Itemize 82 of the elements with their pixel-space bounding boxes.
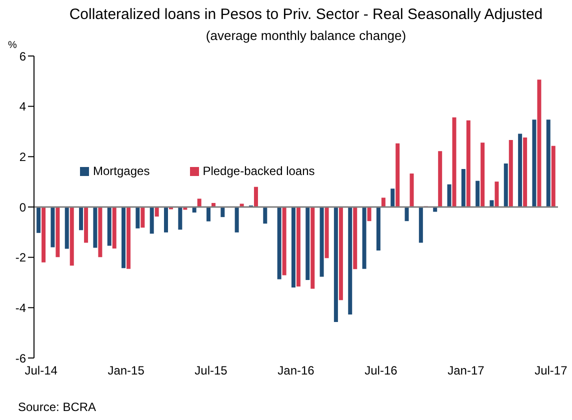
- bar: [277, 207, 282, 280]
- bar: [70, 207, 74, 266]
- bar: [508, 140, 513, 207]
- chart-subtitle: (average monthly balance change): [204, 28, 408, 43]
- bar: [93, 207, 98, 248]
- bar: [418, 207, 423, 243]
- bar: [338, 207, 343, 300]
- x-tick-label: Jul-14: [24, 364, 58, 378]
- x-tick-label: Jan-16: [278, 364, 315, 378]
- bar: [466, 120, 470, 207]
- bar: [452, 117, 456, 207]
- bar: [50, 207, 55, 248]
- bar: [532, 120, 536, 207]
- bar: [362, 207, 366, 269]
- bar: [523, 138, 528, 207]
- bar: [150, 207, 154, 234]
- bar: [390, 188, 395, 207]
- y-tick-label: 4: [19, 100, 26, 114]
- bar: [112, 207, 116, 249]
- bar: [504, 163, 508, 207]
- bar: [64, 207, 69, 249]
- y-tick-label: -6: [15, 351, 26, 366]
- bar: [494, 182, 499, 207]
- bar: [381, 198, 386, 207]
- bar: [438, 151, 442, 207]
- x-tick-label: Jan-15: [108, 364, 145, 378]
- bar: [263, 207, 268, 224]
- bar: [537, 80, 542, 207]
- bar: [320, 207, 324, 277]
- bar: [140, 207, 145, 228]
- bar: [490, 200, 494, 207]
- bar: [98, 207, 102, 258]
- bar: [376, 207, 380, 251]
- y-tick-label: -4: [15, 300, 26, 315]
- bar: [480, 142, 485, 207]
- bar: [79, 207, 84, 230]
- bar: [234, 207, 239, 232]
- bar: [84, 207, 88, 243]
- y-axis-title: %: [8, 40, 17, 51]
- bar: [122, 207, 126, 268]
- bar: [306, 207, 310, 280]
- x-tick-label: Jul-17: [534, 364, 568, 378]
- bar: [396, 143, 400, 207]
- bar: [410, 174, 414, 207]
- x-tick-label: Jul-16: [364, 364, 398, 378]
- bar: [551, 146, 556, 207]
- x-tick-label: Jan-17: [448, 364, 485, 378]
- bar: [291, 207, 296, 288]
- bar: [334, 207, 338, 322]
- bar: [197, 198, 202, 207]
- bar: [324, 207, 329, 258]
- legend-label: Pledge-backed loans: [202, 164, 315, 178]
- bar: [296, 207, 300, 287]
- bar: [546, 120, 550, 207]
- y-tick-label: 2: [19, 150, 26, 164]
- bar: [310, 207, 315, 289]
- bar: [404, 207, 409, 222]
- bar: [461, 169, 466, 207]
- bar: [164, 207, 168, 232]
- bar: [254, 186, 258, 207]
- bar: [518, 134, 522, 207]
- bar: [107, 207, 112, 246]
- x-tick-label: Jul-15: [194, 364, 228, 378]
- bar: [126, 207, 131, 269]
- source-note: Source: BCRA: [18, 400, 96, 414]
- bar: [447, 184, 452, 207]
- bar: [56, 207, 60, 258]
- bar: [42, 207, 46, 262]
- bar: [353, 207, 358, 270]
- y-tick-label: 6: [19, 49, 26, 64]
- bar: [36, 207, 41, 233]
- bar: [348, 207, 352, 314]
- bar: [206, 207, 210, 222]
- bar: [367, 207, 372, 222]
- bar: [282, 207, 286, 276]
- y-tick-label: 0: [19, 200, 26, 214]
- y-tick-label: -2: [15, 250, 26, 265]
- bar: [136, 207, 140, 228]
- chart-title: Collateralized loans in Pesos to Priv. Sector - Real Seasonally Adjusted: [68, 6, 544, 23]
- bar: [476, 180, 480, 207]
- bar: [178, 207, 182, 230]
- legend-label: Mortgages: [93, 164, 150, 178]
